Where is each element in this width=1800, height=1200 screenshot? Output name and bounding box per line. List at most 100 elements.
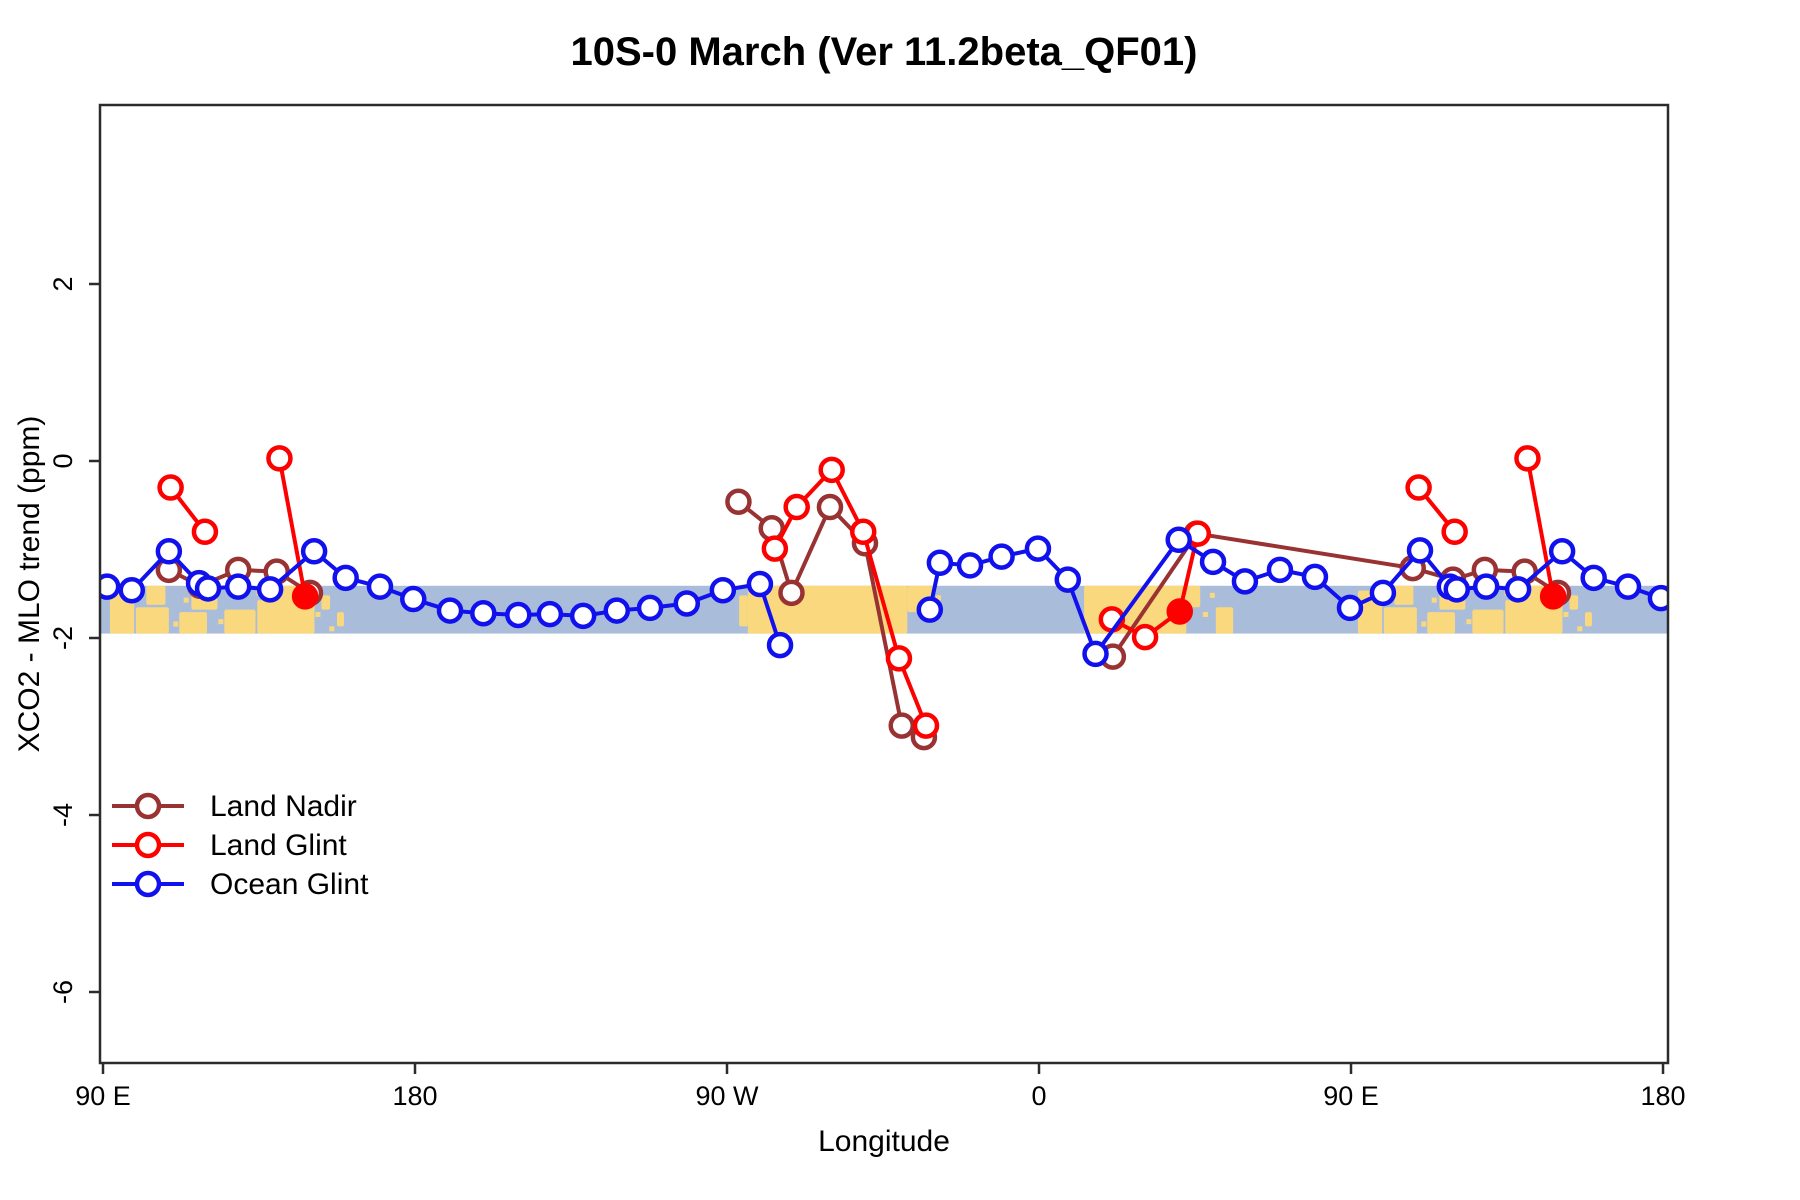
series-ocean-glint-point: [916, 596, 944, 623]
series-ocean-glint-point: [1580, 564, 1607, 592]
series-land-glint-point: [885, 645, 913, 672]
series-land-glint-point: [1405, 474, 1432, 501]
series-ocean-glint-point: [155, 538, 183, 565]
map-band-land: [179, 612, 208, 634]
series-ocean-glint-point: [194, 575, 222, 602]
series-ocean-glint-point: [332, 564, 359, 592]
legend-item-land-nadir: Land Nadir: [112, 790, 357, 823]
map-band-land-speckle: [329, 626, 335, 632]
series-ocean-glint-point: [300, 538, 328, 565]
legend-label: Land Glint: [210, 829, 347, 862]
series-ocean-glint-point: [505, 601, 532, 629]
series-ocean-glint-point: [400, 585, 427, 613]
x-axis-title: Longitude: [818, 1125, 950, 1158]
series-land-nadir-point: [778, 579, 805, 607]
map-band-land: [1569, 595, 1579, 610]
y-tick-label: 0: [48, 453, 78, 468]
series-ocean-glint-point: [766, 631, 794, 659]
map-band-land-speckle: [173, 621, 179, 627]
series-ocean-glint-point: [100, 573, 121, 600]
series-ocean-glint-point: [1369, 579, 1397, 607]
series-land-glint-point: [191, 518, 219, 546]
legend-marker: [134, 870, 162, 898]
series-land-glint: [157, 445, 1567, 739]
map-band-land-speckle: [1202, 611, 1208, 617]
series-land-glint-point: [849, 518, 877, 546]
series-ocean-glint-point: [1472, 573, 1500, 600]
legend-marker: [134, 792, 162, 820]
series-ocean-glint-point: [1266, 556, 1294, 584]
map-band-land-speckle: [138, 616, 144, 622]
series-ocean-glint-point: [746, 570, 774, 598]
y-tick-label: -4: [48, 803, 78, 827]
map-band-land: [1394, 585, 1414, 605]
series-ocean-glint-point: [636, 594, 664, 622]
map-band-land: [337, 612, 344, 627]
series-ocean-glint-point: [1614, 573, 1642, 600]
map-band-land-speckle: [1209, 592, 1215, 598]
series-land-glint-point: [1441, 518, 1468, 546]
series-ocean-glint-point: [1336, 594, 1364, 622]
series-land-glint-point: [761, 535, 789, 562]
chart-title: 10S-0 March (Ver 11.2beta_QF01): [570, 30, 1198, 74]
legend-label: Ocean Glint: [210, 868, 369, 901]
series-land-glint-point: [1131, 623, 1159, 651]
map-band-land: [1472, 609, 1504, 634]
legend-marker: [134, 831, 162, 859]
legend-item-land-glint: Land Glint: [112, 829, 347, 862]
y-axis: 2 0 -2 -4 -6: [48, 276, 100, 1004]
series-ocean-glint-point: [988, 543, 1015, 570]
map-band-land-speckle: [218, 619, 224, 625]
y-tick-label: -6: [48, 980, 78, 1004]
series-ocean-glint-point: [1024, 535, 1052, 562]
series-ocean-glint-point: [118, 576, 146, 604]
legend-item-ocean-glint: Ocean Glint: [112, 868, 369, 901]
map-band-land: [135, 607, 169, 634]
map-band-land-speckle: [935, 595, 941, 601]
series-ocean-glint-point: [1443, 576, 1470, 603]
series-ocean-glint-point: [1199, 548, 1227, 576]
series-land-glint-point: [783, 493, 810, 521]
series-land-glint-point: [266, 445, 293, 472]
map-band-land-speckle: [1577, 626, 1583, 632]
x-tick-label: 90 W: [695, 1081, 759, 1111]
series-ocean-glint-point: [224, 573, 252, 600]
series-land-glint-line: [277, 457, 308, 597]
map-band-land: [1215, 607, 1234, 634]
series-land-glint-line: [1525, 457, 1556, 597]
x-tick-label: 180: [1640, 1081, 1685, 1111]
series-land-glint-point: [1166, 598, 1194, 625]
series-ocean-glint-point: [926, 549, 954, 577]
series-land-glint-line: [1110, 533, 1200, 640]
series-ocean-glint-point: [536, 600, 564, 628]
series-ocean-glint-point: [1406, 537, 1434, 564]
series-ocean-glint-point: [1231, 568, 1259, 595]
series-ocean-glint-point: [956, 552, 984, 579]
series-ocean-glint-point: [256, 576, 284, 603]
map-band-land-speckle: [183, 597, 189, 603]
series-land-glint-point: [157, 474, 184, 501]
x-axis: 90 E 180 90 W 0 90 E 180: [75, 1063, 1686, 1111]
x-tick-label: 90 E: [1323, 1081, 1379, 1111]
series-land-glint-point: [291, 583, 319, 610]
series-ocean-glint-point: [366, 573, 394, 600]
map-band-land: [224, 609, 256, 634]
map-band-land-speckle: [1386, 616, 1392, 622]
series-ocean-glint-point: [1082, 640, 1109, 668]
map-band-land: [1427, 612, 1456, 634]
series-ocean-glint-point: [1504, 576, 1532, 603]
legend-label: Land Nadir: [210, 790, 357, 823]
series-ocean-glint-point: [569, 602, 597, 630]
map-band-land: [1585, 612, 1592, 627]
series-ocean-glint-point: [673, 590, 701, 617]
y-axis-title: XCO2 - MLO trend (ppm): [13, 415, 46, 753]
plot-border: [98, 103, 1670, 1065]
series-ocean-glint-point: [1647, 584, 1668, 612]
series-ocean-glint-point: [1054, 566, 1082, 593]
series-ocean-glint: [100, 526, 1668, 668]
map-band-land-speckle: [1563, 611, 1569, 617]
series-land-nadir-point: [725, 488, 752, 515]
series-land-nadir-point: [816, 493, 844, 521]
